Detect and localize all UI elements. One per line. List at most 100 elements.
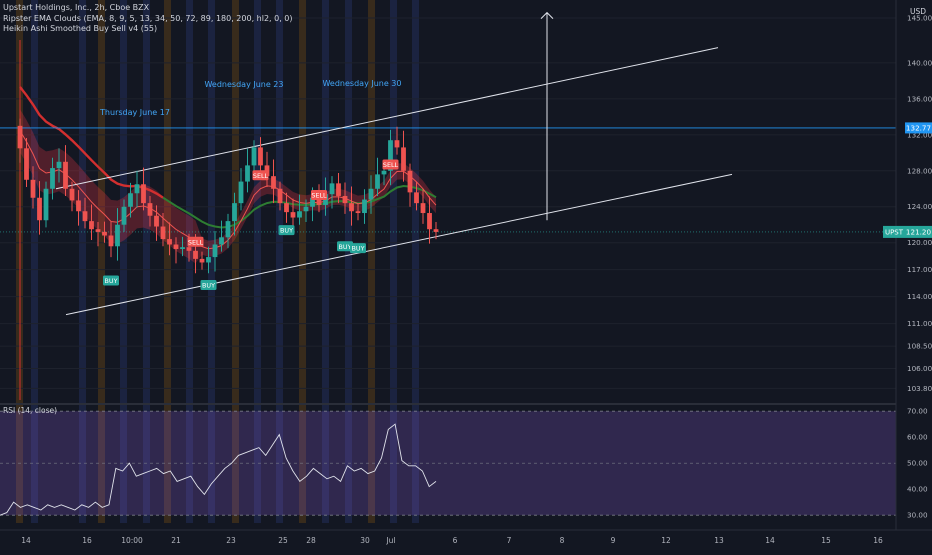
price-tick-label: 124.00 bbox=[907, 202, 932, 211]
time-tick-label: 12 bbox=[661, 536, 671, 545]
candle-body bbox=[102, 231, 107, 236]
candle-body bbox=[394, 140, 400, 148]
price-tick-label: 106.00 bbox=[907, 364, 932, 373]
time-tick-label: 10:00 bbox=[121, 536, 143, 545]
time-tick-label: 16 bbox=[873, 536, 883, 545]
price-tick-label: 111.00 bbox=[907, 319, 932, 328]
signal-label: BUY bbox=[352, 245, 365, 253]
candle-body bbox=[310, 197, 315, 207]
session-band bbox=[368, 0, 375, 523]
session-band bbox=[164, 0, 171, 523]
candle-body bbox=[271, 176, 276, 189]
candle-body bbox=[167, 239, 172, 245]
price-tick-label: 103.80 bbox=[907, 384, 932, 393]
signal-badge bbox=[103, 275, 119, 286]
buy-sell-signals: BUY SELL BUY SELL BUY SELL BUY SELL BUY bbox=[103, 159, 399, 290]
time-tick-label: 30 bbox=[360, 536, 370, 545]
candle-body bbox=[336, 183, 341, 196]
time-tick-label: 8 bbox=[560, 536, 565, 545]
signal-label: SELL bbox=[188, 238, 204, 246]
rsi-tick-label: 30.00 bbox=[907, 511, 928, 520]
date-annotation: Wednesday June 23 bbox=[204, 80, 283, 89]
candle-body bbox=[43, 188, 49, 221]
candle-body bbox=[95, 229, 101, 232]
candle-body bbox=[381, 170, 387, 175]
legend: Upstart Holdings, Inc., 2h, Cboe BZX Rip… bbox=[3, 3, 293, 35]
price-tick-label: 117.00 bbox=[907, 265, 932, 274]
session-band bbox=[254, 0, 261, 523]
candle-body bbox=[199, 258, 205, 263]
candle-body bbox=[284, 203, 289, 213]
session-band bbox=[232, 0, 239, 523]
candle-body bbox=[24, 148, 29, 180]
candle-body bbox=[342, 195, 348, 204]
session-band bbox=[120, 0, 127, 523]
candle-body bbox=[89, 221, 94, 230]
price-tick-label: 136.00 bbox=[907, 94, 932, 103]
candle-body bbox=[154, 215, 159, 227]
rsi-tick-label: 60.00 bbox=[907, 433, 928, 442]
candle-body bbox=[355, 211, 361, 214]
time-tick-label: 21 bbox=[171, 536, 181, 545]
indicator-ema-clouds[interactable]: Ripster EMA Clouds (EMA, 8, 9, 5, 13, 34… bbox=[3, 13, 293, 23]
time-tick-label: 25 bbox=[278, 536, 288, 545]
candle-body bbox=[420, 203, 426, 214]
candle-body bbox=[115, 224, 120, 247]
price-tick-label: 132.00 bbox=[907, 130, 932, 139]
candle-body bbox=[238, 181, 244, 204]
candle-body bbox=[180, 247, 185, 249]
signal-badge bbox=[252, 170, 269, 181]
candle-body bbox=[433, 229, 439, 232]
buy-signal: BUY bbox=[278, 225, 295, 236]
candle-body bbox=[297, 211, 302, 218]
candle-body bbox=[56, 161, 62, 169]
price-axis bbox=[896, 0, 932, 550]
candle-body bbox=[121, 206, 127, 225]
session-band bbox=[143, 0, 150, 523]
chart-title: Upstart Holdings, Inc., 2h, Cboe BZX bbox=[3, 3, 150, 12]
candle-body bbox=[30, 179, 36, 198]
rsi-panel: RSI (14, close) bbox=[0, 403, 896, 516]
candle-body bbox=[388, 140, 393, 171]
session-band bbox=[390, 0, 397, 523]
rsi-tick-label: 70.00 bbox=[907, 407, 928, 416]
candle-body bbox=[251, 147, 257, 166]
session-band bbox=[79, 0, 86, 523]
candle-body bbox=[186, 247, 192, 251]
candle-body bbox=[206, 257, 211, 263]
session-band bbox=[31, 0, 38, 523]
candle-body bbox=[401, 147, 406, 171]
candle-body bbox=[50, 168, 55, 189]
candle-body bbox=[316, 197, 322, 205]
signal-badge bbox=[200, 279, 217, 290]
candle-body bbox=[290, 212, 296, 218]
time-tick-label: 14 bbox=[765, 536, 775, 545]
session-band bbox=[345, 0, 352, 523]
sell-signal: SELL bbox=[252, 170, 269, 181]
signal-badge bbox=[278, 225, 295, 236]
candle-body bbox=[17, 125, 23, 149]
candle-body bbox=[349, 203, 354, 212]
session-band bbox=[276, 0, 283, 523]
date-annotation: Thursday June 17 bbox=[99, 108, 170, 117]
candle-body bbox=[82, 211, 88, 222]
sell-signal: SELL bbox=[311, 190, 327, 201]
time-tick-label: 14 bbox=[21, 536, 31, 545]
time-tick-label: 7 bbox=[507, 536, 512, 545]
signal-label: BUY bbox=[105, 277, 118, 285]
last-price-label: 121.20 bbox=[906, 228, 932, 237]
buy-signal: BUY bbox=[103, 275, 119, 286]
channel-upper-line bbox=[55, 47, 719, 190]
indicator-heikin-ashi[interactable]: Heikin Ashi Smoothed Buy Sell v4 (55) bbox=[3, 24, 158, 33]
price-tick-label: 140.00 bbox=[907, 58, 932, 67]
session-band bbox=[412, 0, 419, 523]
buy-signal: BUY bbox=[200, 279, 217, 290]
time-tick-label: 15 bbox=[821, 536, 831, 545]
candle-body bbox=[69, 188, 75, 201]
signal-badge bbox=[337, 241, 353, 252]
signal-badge bbox=[350, 243, 366, 254]
candle-body bbox=[427, 213, 432, 230]
